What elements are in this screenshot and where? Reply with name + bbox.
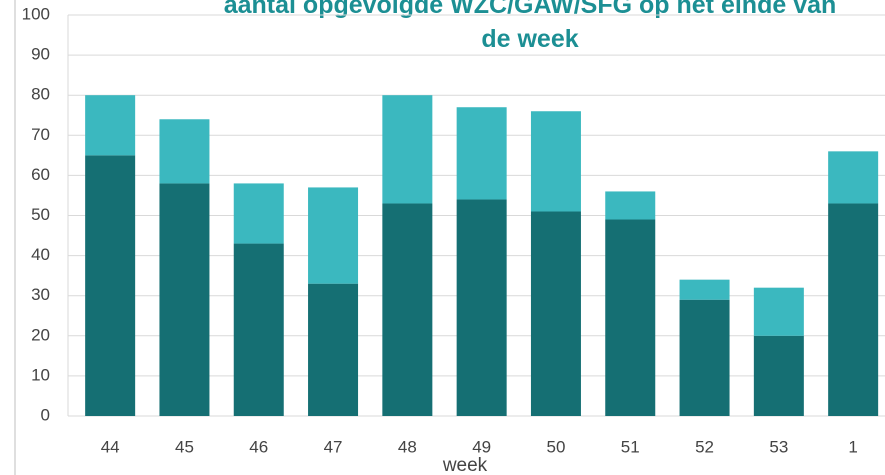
bar-segment xyxy=(85,155,136,416)
bar-segment xyxy=(828,151,879,204)
bar-segment xyxy=(308,283,359,416)
x-tick-label: 47 xyxy=(324,437,343,456)
y-tick-label: 40 xyxy=(31,245,50,264)
bar-segment xyxy=(382,95,433,204)
y-tick-label: 70 xyxy=(31,125,50,144)
x-tick-label: 50 xyxy=(546,437,565,456)
y-tick-label: 30 xyxy=(31,285,50,304)
y-tick-label: 80 xyxy=(31,85,50,104)
bar-segment xyxy=(753,287,804,336)
bar-segment xyxy=(159,183,210,416)
y-tick-label: 50 xyxy=(31,205,50,224)
y-tick-label: 20 xyxy=(31,325,50,344)
y-tick-label: 10 xyxy=(31,365,50,384)
x-tick-label: 52 xyxy=(695,437,714,456)
bar-segment xyxy=(605,191,656,220)
x-tick-label: 51 xyxy=(621,437,640,456)
x-tick-label: 45 xyxy=(175,437,194,456)
chart-title: aantal opgevolgde WZC/GAW/SFG op het ein… xyxy=(224,0,837,53)
bar-segment xyxy=(456,107,507,200)
bar-segment xyxy=(233,183,284,244)
y-tick-label: 60 xyxy=(31,165,50,184)
bar-segment xyxy=(679,279,730,300)
x-axis-label: week xyxy=(442,455,488,475)
x-tick-label: 1 xyxy=(848,437,857,456)
bar-segment xyxy=(530,211,581,416)
bar-segment xyxy=(679,299,730,416)
x-tick-label: 44 xyxy=(101,437,120,456)
bar-segment xyxy=(159,119,210,184)
bar-segment xyxy=(308,187,359,284)
y-tick-label: 100 xyxy=(22,4,50,23)
bar-segment xyxy=(828,203,879,416)
y-tick-label: 90 xyxy=(31,45,50,64)
bar-segment xyxy=(530,111,581,212)
x-tick-label: 46 xyxy=(249,437,268,456)
bar-segment xyxy=(233,243,284,416)
bar-segment xyxy=(605,219,656,416)
x-tick-label: 48 xyxy=(398,437,417,456)
bar-segment xyxy=(753,335,804,416)
bar-segment xyxy=(382,203,433,416)
x-tick-label: 49 xyxy=(472,437,491,456)
y-tick-label: 0 xyxy=(41,405,50,424)
bar-segment xyxy=(456,199,507,416)
x-tick-label: 53 xyxy=(769,437,788,456)
bar-segment xyxy=(85,95,136,156)
